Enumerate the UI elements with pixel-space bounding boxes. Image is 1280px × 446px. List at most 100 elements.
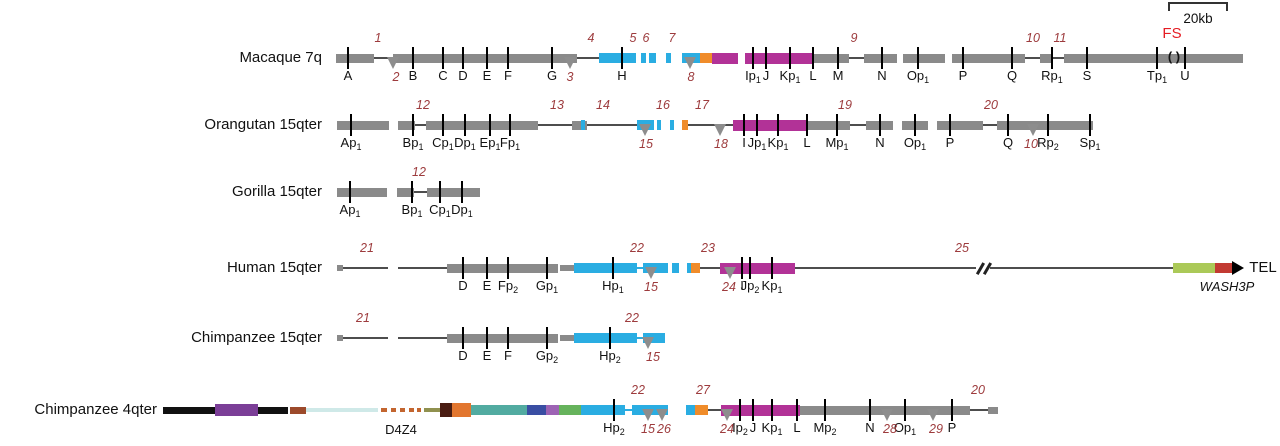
segment (666, 53, 671, 63)
segment (687, 263, 691, 273)
segment (447, 263, 558, 273)
segment (560, 265, 574, 271)
segment (814, 53, 849, 63)
tick-marker (507, 257, 509, 279)
rearrangement-number: 9 (850, 31, 858, 45)
tick-marker (613, 399, 615, 421)
tick-marker (949, 114, 951, 136)
segment (1173, 263, 1215, 273)
tick-marker (507, 47, 509, 69)
rearrangement-number: 29 (929, 422, 943, 436)
tick-label: D (458, 278, 468, 293)
connector-line (415, 124, 426, 126)
rearrangement-number: 20 (971, 383, 985, 397)
tick-marker (1156, 47, 1158, 69)
rearrangement-number: 8 (687, 70, 695, 84)
scale-bar-label: 20kb (1183, 11, 1213, 26)
segment (337, 120, 389, 130)
rearrangement-number: 24 (722, 280, 736, 294)
segment (527, 405, 546, 415)
rearrangement-number: 11 (1053, 31, 1067, 45)
rearrangement-number: 15 (641, 422, 655, 436)
tick-label: N (865, 420, 875, 435)
segment (290, 406, 306, 414)
segment (581, 120, 585, 130)
tick-label: Ap1 (340, 135, 362, 153)
tick-label: Hp2 (599, 348, 621, 366)
tick-marker (442, 47, 444, 69)
tick-label: I (740, 278, 744, 293)
tick-marker (765, 47, 767, 69)
connector-line (398, 337, 447, 339)
tick-marker (789, 47, 791, 69)
row-label-chimpanzee-15qter: Chimpanzee 15qter (191, 329, 322, 346)
connector-line (398, 267, 447, 269)
segment (691, 263, 700, 273)
tick-label: Mp2 (813, 420, 837, 438)
tick-marker (486, 257, 488, 279)
rearrangement-number: 15 (644, 280, 658, 294)
segment (700, 53, 712, 63)
segment (572, 120, 587, 130)
tick-label: Gp2 (535, 348, 559, 366)
tick-marker (350, 114, 352, 136)
triangle-marker (656, 409, 668, 421)
rearrangement-number: 17 (695, 98, 709, 112)
rearrangement-number: 19 (838, 98, 852, 112)
segment (1215, 263, 1232, 273)
tick-marker (836, 114, 838, 136)
connector-line (849, 57, 864, 59)
segment (937, 120, 983, 130)
tick-label: G (546, 68, 558, 83)
segment (670, 120, 674, 130)
axis-break (976, 263, 990, 273)
rearrangement-number: 12 (412, 165, 426, 179)
tick-marker (489, 114, 491, 136)
triangle-marker (714, 124, 726, 136)
segment (417, 408, 421, 412)
tick-marker (439, 181, 441, 203)
segment (581, 405, 625, 415)
tick-label: Kp1 (779, 68, 801, 86)
tick-marker (743, 114, 745, 136)
tick-label: Q (1002, 135, 1014, 150)
tick-marker (881, 47, 883, 69)
connector-line (1051, 57, 1064, 59)
rearrangement-number: 10 (1024, 137, 1038, 151)
tick-label: Q (1006, 68, 1018, 83)
tick-marker (914, 114, 916, 136)
triangle-marker (564, 57, 576, 69)
tick-label: P (947, 420, 957, 435)
tick-label: L (793, 420, 801, 435)
tick-marker (442, 114, 444, 136)
tick-marker (962, 47, 964, 69)
segment (337, 335, 343, 341)
triangle-marker (1027, 124, 1039, 136)
rearrangement-number: 20 (984, 98, 998, 112)
triangle-marker (387, 57, 399, 69)
rearrangement-number: 24 (720, 422, 734, 436)
scale-bar-bracket (1168, 2, 1228, 11)
tick-marker (546, 327, 548, 349)
tick-label: A (343, 68, 353, 83)
tick-marker (462, 257, 464, 279)
tick-label: Bp1 (402, 135, 424, 153)
segment (682, 120, 688, 130)
triangle-marker (639, 124, 651, 136)
tick-label: E (482, 278, 492, 293)
tick-marker (1047, 114, 1049, 136)
connector-line (374, 57, 393, 59)
rearrangement-number: 1 (374, 31, 382, 45)
segment (427, 187, 480, 197)
tick-label: Gp1 (535, 278, 559, 296)
tick-label: Ap1 (339, 202, 361, 220)
row-label-human-15qter: Human 15qter (226, 259, 322, 276)
segment (337, 187, 387, 197)
segment (641, 53, 646, 63)
tick-label: P (945, 135, 955, 150)
rearrangement-number: 2 (392, 70, 400, 84)
segment (1040, 53, 1051, 63)
tick-marker (869, 399, 871, 421)
tick-label: Cp1 (432, 135, 454, 153)
segment (393, 53, 577, 63)
